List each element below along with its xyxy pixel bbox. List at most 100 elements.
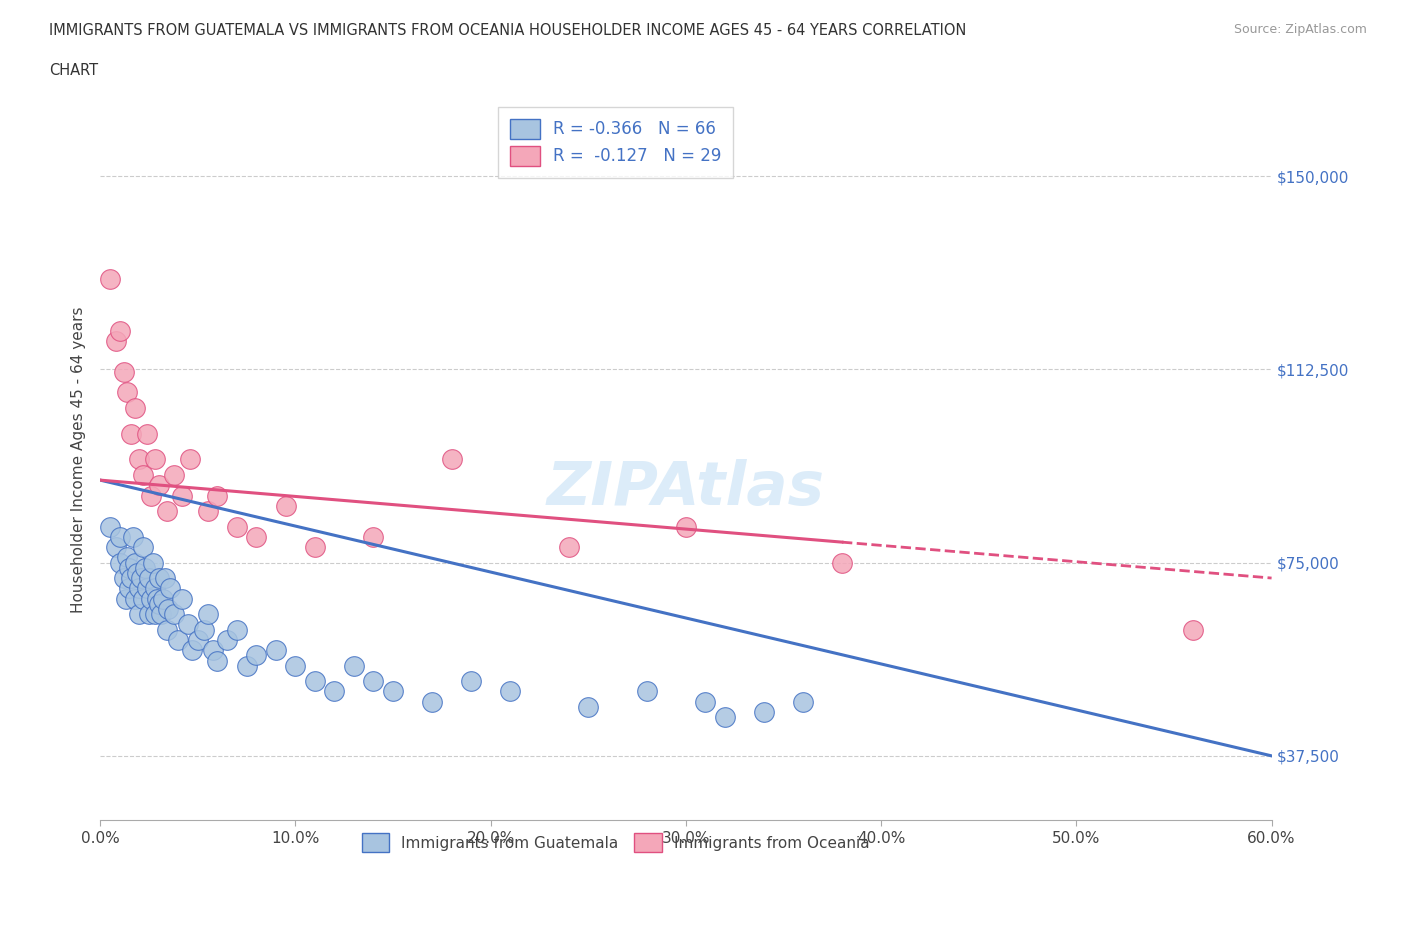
Point <box>136 426 159 441</box>
Point <box>112 365 135 379</box>
Point <box>197 504 219 519</box>
Point <box>149 606 172 621</box>
Point <box>304 539 326 554</box>
Point <box>124 555 146 570</box>
Point <box>117 550 139 565</box>
Point <box>207 653 229 668</box>
Point <box>284 658 307 673</box>
Text: IMMIGRANTS FROM GUATEMALA VS IMMIGRANTS FROM OCEANIA HOUSEHOLDER INCOME AGES 45 : IMMIGRANTS FROM GUATEMALA VS IMMIGRANTS … <box>49 23 966 38</box>
Point <box>108 555 131 570</box>
Point <box>139 488 162 503</box>
Point <box>145 591 167 606</box>
Point <box>155 622 177 637</box>
Point <box>132 539 155 554</box>
Point <box>155 504 177 519</box>
Point <box>557 539 579 554</box>
Point <box>148 478 170 493</box>
Point <box>104 334 127 349</box>
Point <box>1182 622 1205 637</box>
Point <box>163 606 186 621</box>
Point <box>143 452 166 467</box>
Point <box>114 591 136 606</box>
Point <box>157 602 180 617</box>
Point <box>193 622 215 637</box>
Point <box>225 622 247 637</box>
Point <box>499 684 522 698</box>
Point <box>132 591 155 606</box>
Point <box>215 632 238 647</box>
Y-axis label: Householder Income Ages 45 - 64 years: Householder Income Ages 45 - 64 years <box>72 306 86 613</box>
Point <box>343 658 366 673</box>
Point <box>179 452 201 467</box>
Point <box>134 560 156 575</box>
Point <box>128 606 150 621</box>
Point <box>460 673 482 688</box>
Point <box>104 539 127 554</box>
Point <box>695 695 717 710</box>
Point <box>202 643 225 658</box>
Point <box>636 684 658 698</box>
Point <box>792 695 814 710</box>
Point <box>675 519 697 534</box>
Point <box>363 673 385 688</box>
Text: ZIPAtlas: ZIPAtlas <box>547 458 825 518</box>
Point <box>172 591 194 606</box>
Point <box>264 643 287 658</box>
Point <box>323 684 346 698</box>
Point <box>752 705 775 720</box>
Text: Source: ZipAtlas.com: Source: ZipAtlas.com <box>1233 23 1367 36</box>
Point <box>420 695 443 710</box>
Point <box>363 529 385 544</box>
Point <box>128 581 150 596</box>
Point <box>122 529 145 544</box>
Point <box>187 632 209 647</box>
Point <box>143 581 166 596</box>
Point <box>108 529 131 544</box>
Point <box>148 596 170 611</box>
Point <box>98 519 121 534</box>
Point <box>576 699 599 714</box>
Point <box>225 519 247 534</box>
Point <box>235 658 257 673</box>
Point <box>304 673 326 688</box>
Point <box>108 324 131 339</box>
Point <box>148 571 170 586</box>
Point <box>152 591 174 606</box>
Point <box>120 426 142 441</box>
Point <box>112 571 135 586</box>
Point <box>139 591 162 606</box>
Point <box>143 606 166 621</box>
Point <box>180 643 202 658</box>
Point <box>120 571 142 586</box>
Point <box>197 606 219 621</box>
Point <box>136 581 159 596</box>
Legend: Immigrants from Guatemala, Immigrants from Oceania: Immigrants from Guatemala, Immigrants fr… <box>354 826 877 859</box>
Point <box>118 560 141 575</box>
Point <box>207 488 229 503</box>
Point <box>138 606 160 621</box>
Point <box>153 571 176 586</box>
Point <box>159 581 181 596</box>
Point <box>129 571 152 586</box>
Point <box>127 565 149 580</box>
Point <box>142 555 165 570</box>
Point <box>124 591 146 606</box>
Point <box>124 401 146 416</box>
Point <box>172 488 194 503</box>
Point <box>163 468 186 483</box>
Point <box>167 632 190 647</box>
Point <box>382 684 405 698</box>
Text: CHART: CHART <box>49 63 98 78</box>
Point <box>138 571 160 586</box>
Point <box>245 529 267 544</box>
Point <box>132 468 155 483</box>
Point <box>98 272 121 286</box>
Point <box>714 710 737 724</box>
Point <box>245 648 267 663</box>
Point <box>177 617 200 631</box>
Point <box>128 452 150 467</box>
Point <box>831 555 853 570</box>
Point <box>274 498 297 513</box>
Point <box>440 452 463 467</box>
Point <box>118 581 141 596</box>
